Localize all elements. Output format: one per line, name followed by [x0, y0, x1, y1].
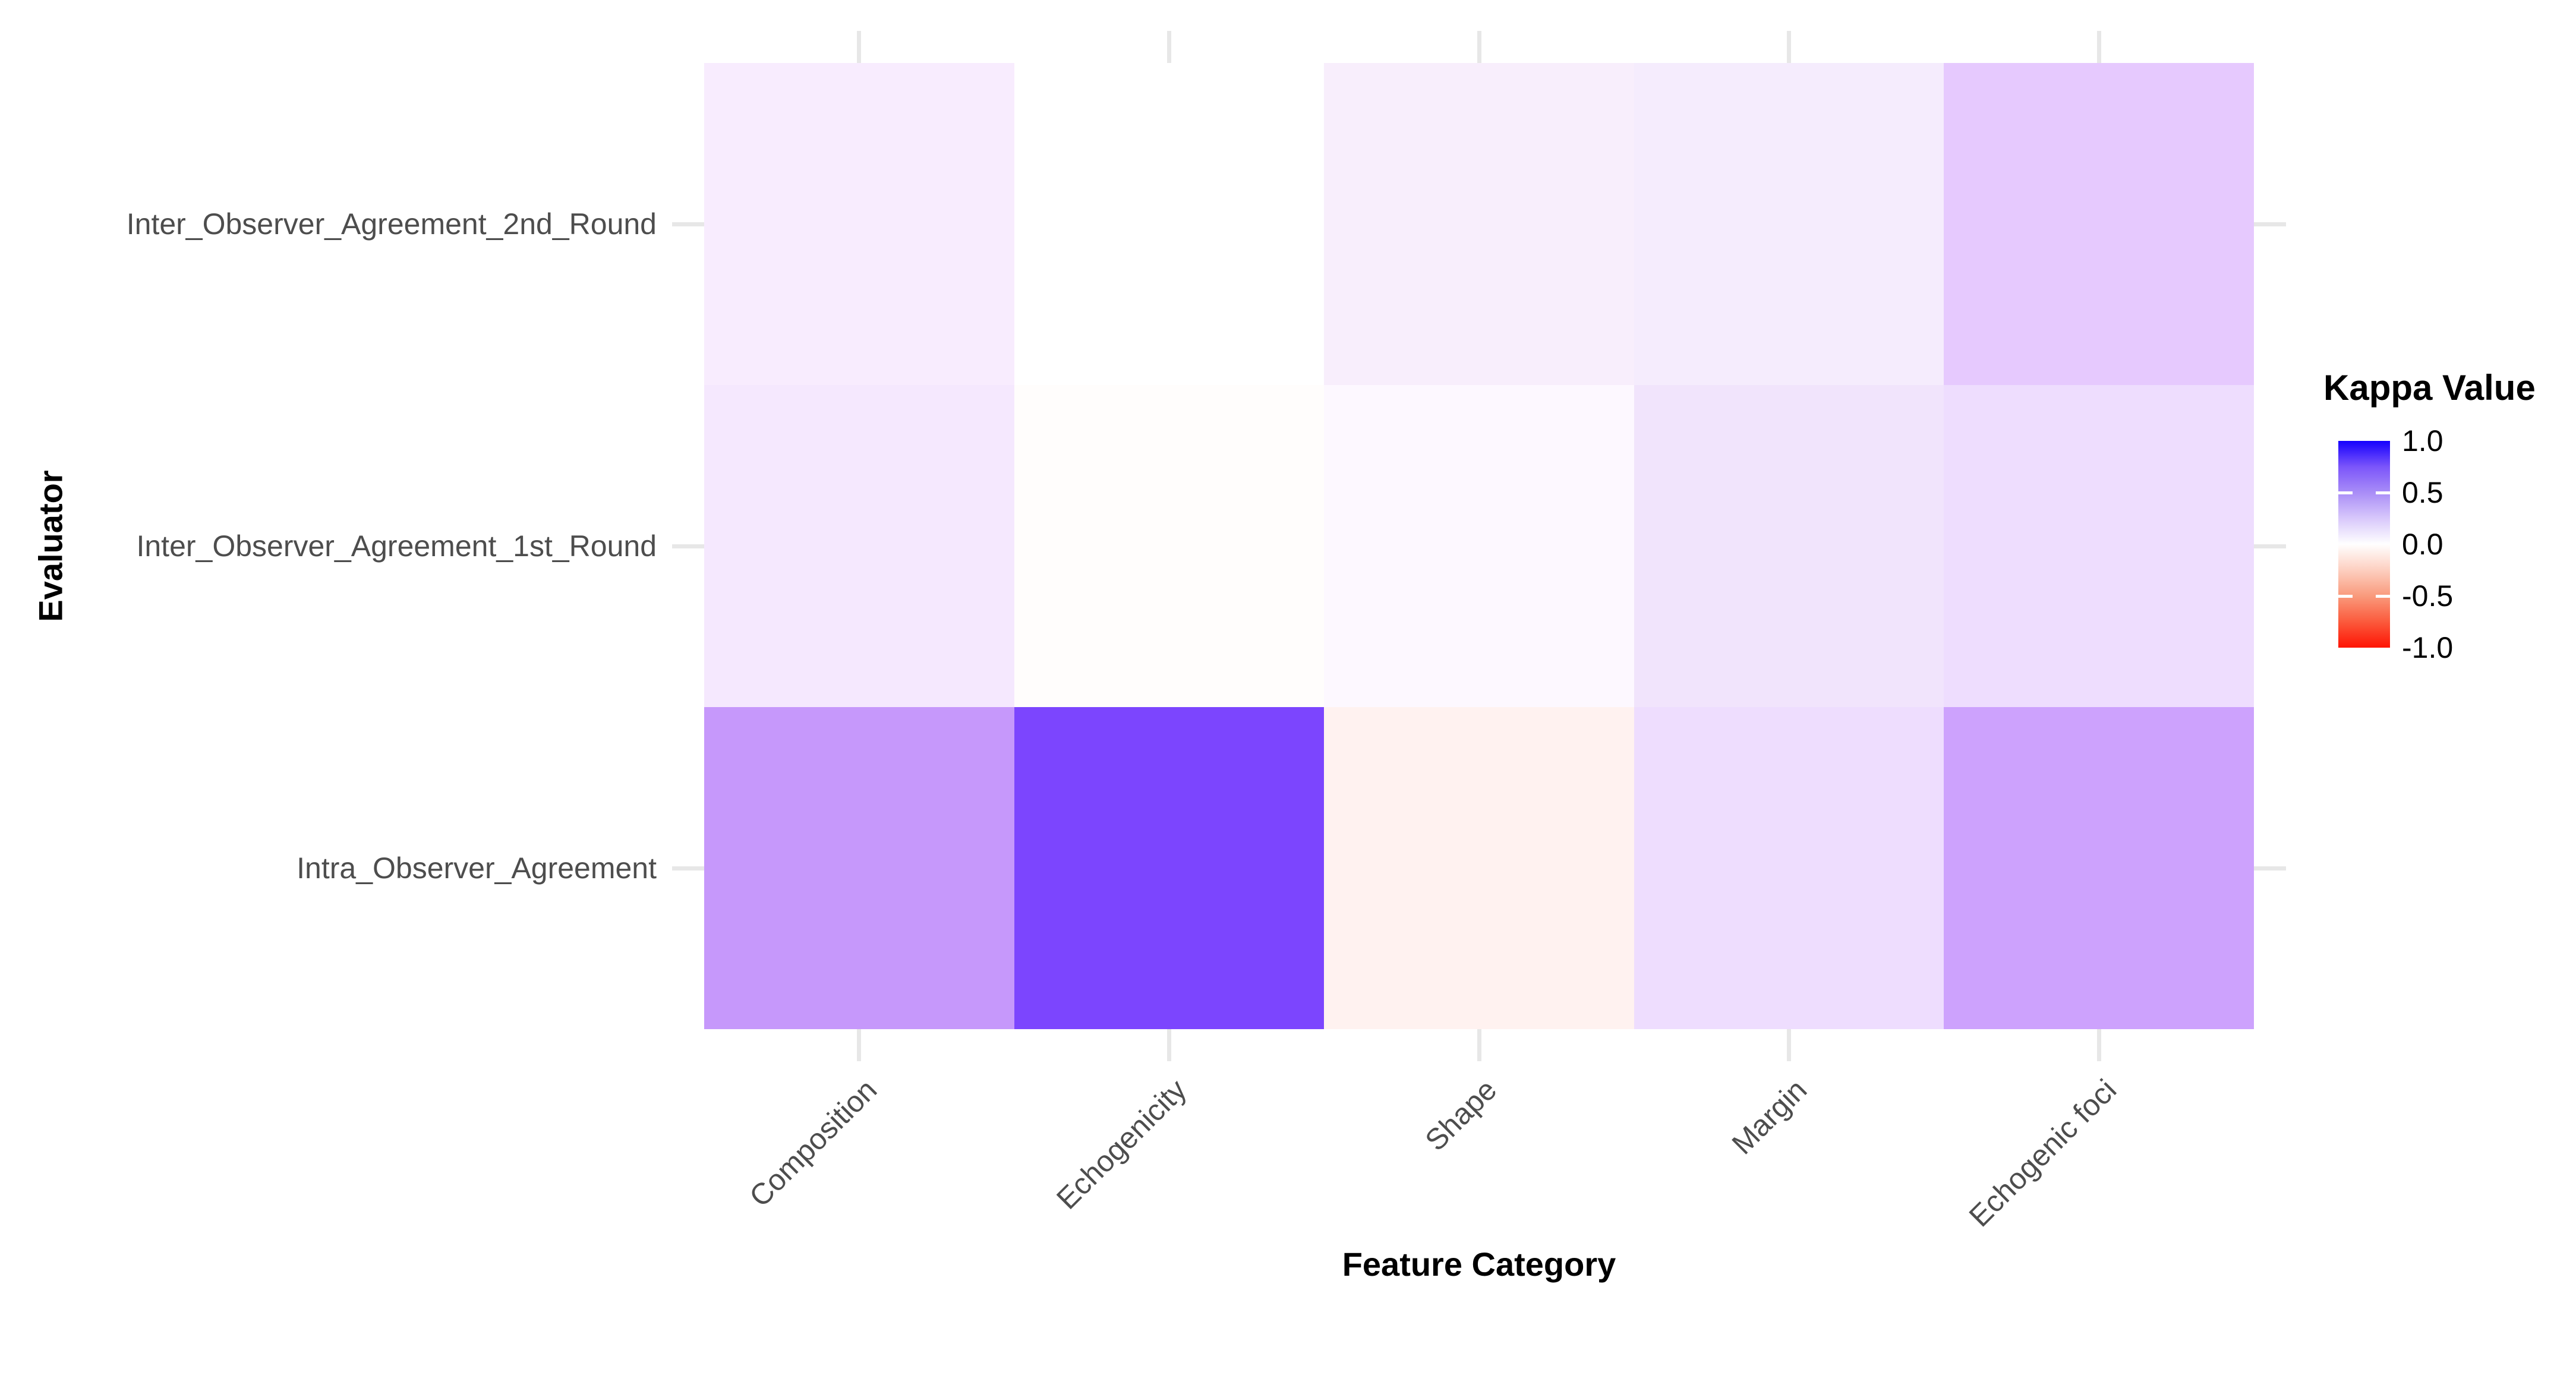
legend: Kappa Value 1.0 0.5 0.0 -0.5 -1.0 — [2318, 367, 2576, 753]
heatmap-cell — [1324, 63, 1634, 385]
axis-tick — [2096, 31, 2101, 63]
axis-tick — [1166, 31, 1171, 63]
heatmap-cell — [704, 63, 1014, 385]
axis-tick — [1477, 1029, 1481, 1061]
y-axis-label: Intra_Observer_Agreement — [297, 851, 657, 885]
legend-tick-label: -0.5 — [2402, 579, 2454, 613]
axis-tick — [672, 222, 704, 226]
axis-tick — [2254, 544, 2286, 548]
x-axis-label: Shape — [1418, 1073, 1503, 1157]
heatmap-cell — [1014, 385, 1325, 707]
legend-colorbar — [2338, 441, 2390, 648]
axis-tick — [857, 31, 862, 63]
axis-tick — [1166, 1029, 1171, 1061]
heatmap-cell — [1634, 63, 1944, 385]
heatmap-panel — [704, 63, 2254, 1029]
y-axis-label: Inter_Observer_Agreement_2nd_Round — [126, 207, 657, 241]
heatmap-cell — [1944, 63, 2254, 385]
legend-bar-tick — [2376, 491, 2390, 494]
heatmap-cell — [704, 385, 1014, 707]
legend-bar-tick — [2376, 594, 2390, 598]
legend-tick-label: -1.0 — [2402, 631, 2454, 664]
x-axis-label: Echogenicity — [1050, 1073, 1193, 1216]
axis-tick — [672, 866, 704, 870]
x-axis-label: Composition — [742, 1073, 884, 1213]
heatmap-cell — [704, 707, 1014, 1029]
axis-tick — [2254, 222, 2286, 226]
y-axis-label: Inter_Observer_Agreement_1st_Round — [136, 529, 657, 563]
legend-tick-label: 1.0 — [2402, 424, 2443, 458]
heatmap-cell — [1324, 385, 1634, 707]
heatmap-cell — [1944, 707, 2254, 1029]
legend-tick-label: 0.0 — [2402, 528, 2443, 561]
axis-tick — [672, 544, 704, 548]
legend-tick-label: 0.5 — [2402, 476, 2443, 509]
heatmap-cell — [1634, 707, 1944, 1029]
axis-tick — [857, 1029, 862, 1061]
legend-bar-tick — [2338, 594, 2353, 598]
x-axis-label: Echogenic foci — [1962, 1073, 2123, 1234]
heatmap-cell — [1944, 385, 2254, 707]
heatmap-cell — [1014, 707, 1325, 1029]
axis-tick — [2096, 1029, 2101, 1061]
heatmap-cell — [1324, 707, 1634, 1029]
legend-title: Kappa Value — [2323, 368, 2536, 408]
axis-tick — [1477, 31, 1481, 63]
axis-tick — [1787, 1029, 1792, 1061]
heatmap-cell — [1634, 385, 1944, 707]
heatmap-figure: { "figure": { "background": "#ffffff", "… — [31, 31, 2576, 1283]
axis-tick — [1787, 31, 1792, 63]
heatmap-cell — [1014, 63, 1325, 385]
x-axis-title: Feature Category — [1342, 1245, 1616, 1283]
x-axis-label: Margin — [1725, 1073, 1813, 1161]
legend-bar-tick — [2338, 491, 2353, 494]
axis-tick — [2254, 866, 2286, 870]
